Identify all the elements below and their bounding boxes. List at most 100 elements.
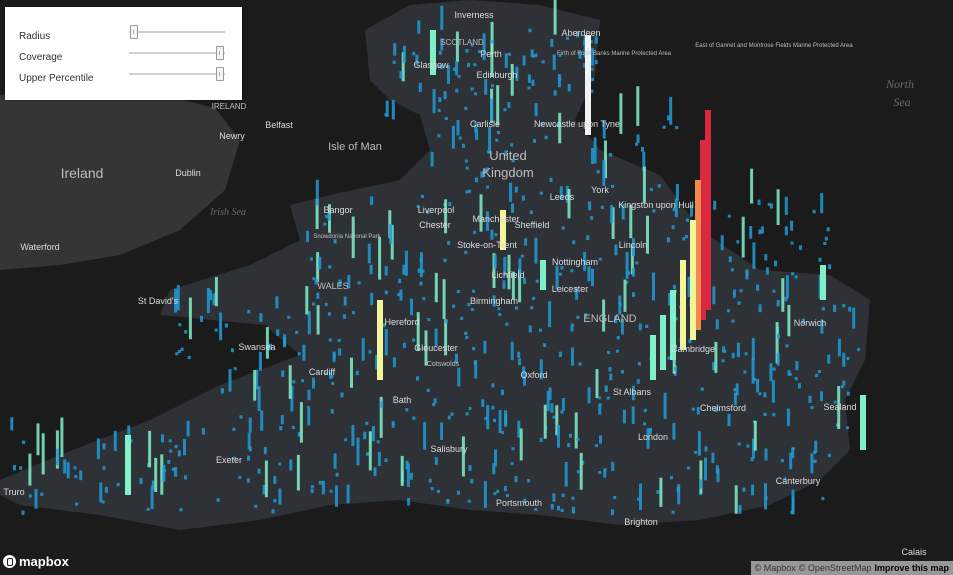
coverage-slider-handle[interactable] xyxy=(216,46,225,60)
density-column xyxy=(527,479,531,483)
density-column xyxy=(462,143,465,148)
density-column xyxy=(368,431,372,471)
density-column xyxy=(790,220,794,231)
control-panel: Radius Coverage Upper Percentile xyxy=(5,7,242,100)
density-column xyxy=(636,134,640,143)
density-column xyxy=(490,21,494,54)
density-column xyxy=(515,306,519,310)
density-column xyxy=(828,264,832,270)
density-column xyxy=(720,235,724,251)
density-column xyxy=(743,370,747,374)
density-column xyxy=(786,408,790,426)
density-column xyxy=(406,463,410,487)
density-column xyxy=(297,352,301,356)
density-column xyxy=(257,468,261,474)
density-column xyxy=(102,443,106,450)
density-column xyxy=(438,97,442,103)
density-column xyxy=(842,380,846,386)
density-column xyxy=(753,421,757,451)
density-column xyxy=(611,509,614,515)
density-column xyxy=(594,36,598,44)
radius-slider[interactable] xyxy=(129,25,225,39)
density-column xyxy=(397,293,401,297)
density-column xyxy=(699,479,703,489)
density-column xyxy=(752,242,756,269)
place-label-norwich: Norwich xyxy=(794,318,827,328)
density-column xyxy=(419,258,423,262)
density-column xyxy=(607,350,610,354)
density-column xyxy=(447,241,451,245)
density-column xyxy=(511,203,514,213)
density-column xyxy=(279,426,283,431)
density-column xyxy=(366,452,369,456)
density-column xyxy=(321,480,325,495)
density-column xyxy=(810,406,814,409)
density-column xyxy=(591,77,595,82)
density-column xyxy=(183,439,186,456)
density-column xyxy=(765,267,769,275)
density-column xyxy=(534,507,538,511)
density-column xyxy=(444,319,448,356)
density-column xyxy=(599,435,602,444)
density-column xyxy=(857,348,861,351)
attribution-osm-link[interactable]: © OpenStreetMap xyxy=(798,563,872,573)
density-column xyxy=(534,103,538,117)
density-column xyxy=(751,357,755,384)
density-column xyxy=(511,447,515,451)
density-column xyxy=(789,452,793,470)
density-column xyxy=(539,437,543,442)
upper-percentile-slider[interactable] xyxy=(129,67,225,81)
density-column xyxy=(785,275,789,299)
country-label-united: United xyxy=(489,148,527,163)
density-column xyxy=(186,420,190,437)
country-label-kingdom: Kingdom xyxy=(482,165,533,180)
place-label-canterbury: Canterbury xyxy=(776,476,821,486)
density-column xyxy=(338,348,342,356)
mapbox-logo[interactable]: mapbox xyxy=(3,554,69,569)
density-column xyxy=(491,84,494,88)
density-column xyxy=(642,151,646,171)
density-column xyxy=(391,99,395,120)
density-column xyxy=(371,426,375,442)
density-column xyxy=(557,74,561,88)
density-column xyxy=(399,289,403,301)
density-column xyxy=(472,289,475,293)
coverage-slider[interactable] xyxy=(129,46,225,60)
density-column xyxy=(611,184,614,188)
density-column xyxy=(780,459,784,463)
density-column xyxy=(464,331,468,336)
density-column xyxy=(621,370,624,374)
density-column xyxy=(846,426,849,430)
density-column xyxy=(432,403,436,407)
density-column xyxy=(670,476,673,480)
attribution-mapbox-link[interactable]: © Mapbox xyxy=(754,563,796,573)
density-column xyxy=(510,63,514,96)
improve-map-link[interactable]: Improve this map xyxy=(874,563,949,573)
density-column xyxy=(561,398,565,411)
density-column xyxy=(482,33,486,61)
density-column xyxy=(21,510,25,515)
density-column xyxy=(598,403,602,407)
density-spike xyxy=(500,210,506,250)
density-column xyxy=(674,198,678,217)
density-column xyxy=(12,465,16,471)
density-column xyxy=(247,432,251,450)
density-column xyxy=(370,292,374,306)
density-column xyxy=(600,205,604,209)
radius-slider-handle[interactable] xyxy=(129,25,138,39)
density-column xyxy=(550,503,554,510)
density-spike xyxy=(430,30,436,75)
density-column xyxy=(539,191,543,195)
place-label-brighton: Brighton xyxy=(624,517,658,527)
place-label-calais: Calais xyxy=(901,547,927,557)
density-column xyxy=(815,373,819,378)
density-column xyxy=(352,311,355,315)
density-column xyxy=(504,410,508,427)
upper-percentile-slider-handle[interactable] xyxy=(216,67,225,81)
density-column xyxy=(402,342,406,348)
density-spike xyxy=(660,315,666,370)
density-column xyxy=(643,422,646,426)
density-column xyxy=(611,207,615,239)
density-column xyxy=(246,478,250,483)
